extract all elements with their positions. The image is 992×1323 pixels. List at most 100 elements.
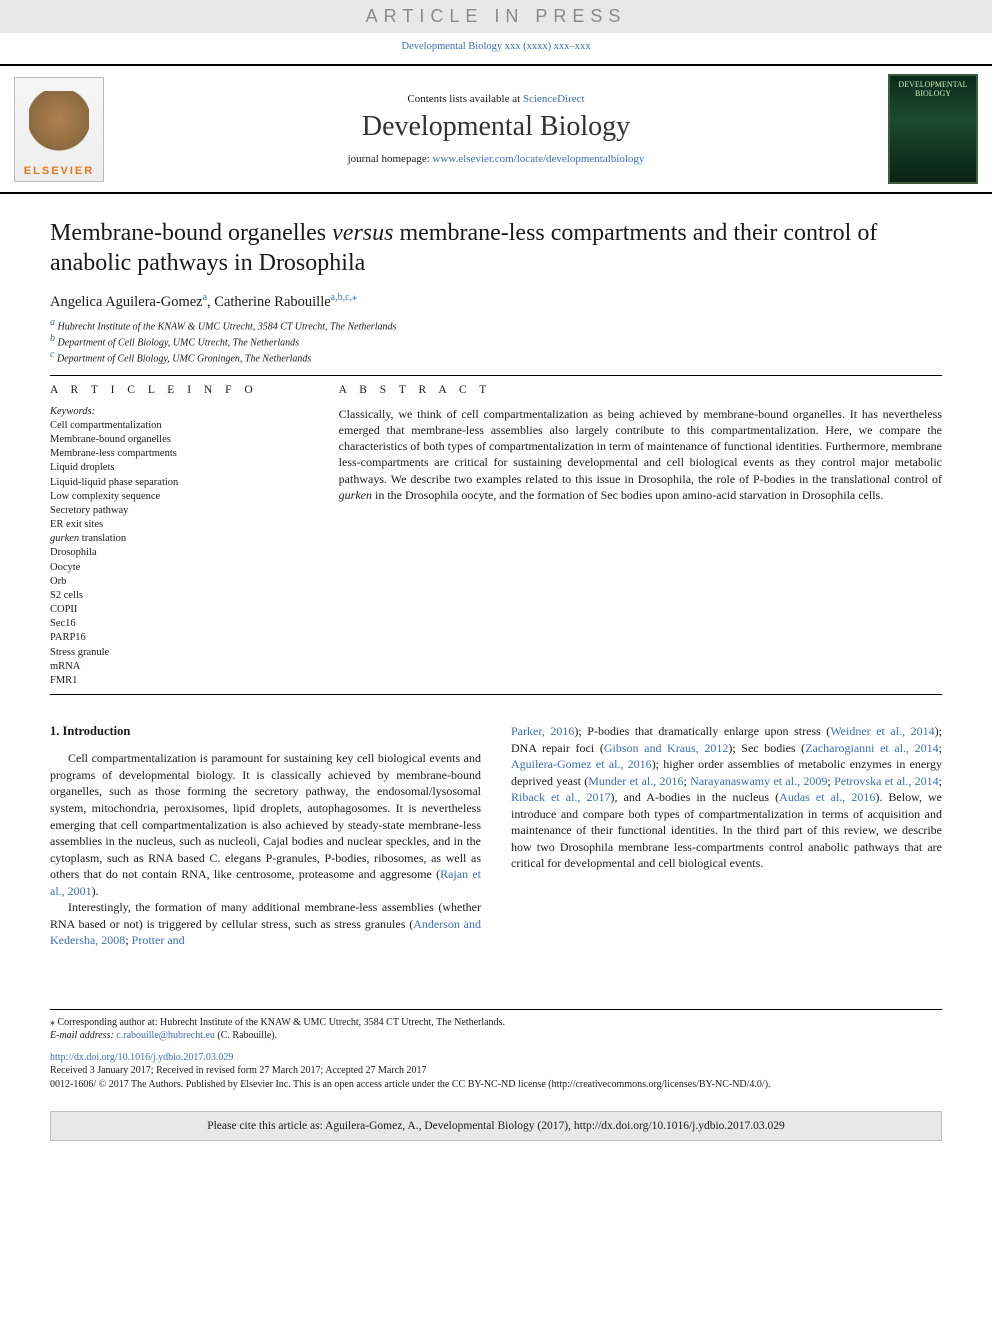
c2f3: ); Sec bodies ( <box>728 741 805 755</box>
author-affil-sup: a,b,c,⁎ <box>331 292 357 303</box>
title-pre: Membrane-bound organelles <box>50 220 332 246</box>
abstract-text: Classically, we think of cell compartmen… <box>339 406 942 503</box>
keyword: Orb <box>50 575 309 589</box>
c2f5: ), and A-bodies in the nucleus ( <box>611 790 780 804</box>
keyword: S2 cells <box>50 589 309 603</box>
affiliations: a Hubrecht Institute of the KNAW & UMC U… <box>50 317 942 365</box>
article-content: Membrane-bound organelles versus membran… <box>0 194 992 1101</box>
ref-aguileragomez2016[interactable]: Aguilera-Gomez et al., 2016 <box>511 757 652 771</box>
ref-petrovska2014[interactable]: Petrovska et al., 2014 <box>834 774 939 788</box>
intro-para2: Interestingly, the formation of many add… <box>50 899 481 949</box>
affil-sup: c <box>50 349 57 360</box>
elsevier-logo: ELSEVIER <box>14 77 104 182</box>
intro-para1: Cell compartmentalization is paramount f… <box>50 750 481 899</box>
doi-block: http://dx.doi.org/10.1016/j.ydbio.2017.0… <box>50 1051 942 1092</box>
doi-link[interactable]: http://dx.doi.org/10.1016/j.ydbio.2017.0… <box>50 1052 233 1063</box>
keyword: Membrane-bound organelles <box>50 433 309 447</box>
email-label: E-mail address: <box>50 1030 116 1041</box>
keyword: Membrane-less compartments <box>50 447 309 461</box>
keyword: Stress granule <box>50 646 309 660</box>
body-col-left: 1. Introduction Cell compartmentalizatio… <box>50 723 481 949</box>
author-affil-sup: a <box>203 292 207 303</box>
top-citation-link[interactable]: Developmental Biology xxx (xxxx) xxx–xxx <box>402 41 591 52</box>
email-link[interactable]: c.rabouille@hubrecht.eu <box>116 1030 215 1041</box>
ref-protter[interactable]: Protter and <box>132 933 185 947</box>
article-title: Membrane-bound organelles versus membran… <box>50 218 942 278</box>
ref-zacharogianni2014[interactable]: Zacharogianni et al., 2014 <box>805 741 938 755</box>
intro-para2-cont: Parker, 2016); P-bodies that dramaticall… <box>511 723 942 872</box>
affiliation: a Hubrecht Institute of the KNAW & UMC U… <box>50 317 942 332</box>
ref-weidner2014[interactable]: Weidner et al., 2014 <box>830 724 934 738</box>
abstract-head: A B S T R A C T <box>339 384 942 396</box>
ref-narayanaswamy2009[interactable]: Narayanaswamy et al., 2009 <box>690 774 827 788</box>
corresponding-author: ⁎ Corresponding author at: Hubrecht Inst… <box>50 1016 942 1030</box>
c2s4: ; <box>939 774 942 788</box>
keyword: Liquid-liquid phase separation <box>50 476 309 490</box>
footnote-marker: ⁎ <box>50 1017 55 1028</box>
keyword: Drosophila <box>50 546 309 560</box>
ref-gibson2012[interactable]: Gibson and Kraus, 2012 <box>604 741 729 755</box>
info-abstract-row: A R T I C L E I N F O Keywords: Cell com… <box>50 384 942 688</box>
masthead-center: Contents lists available at ScienceDirec… <box>118 93 874 165</box>
ref-riback2017[interactable]: Riback et al., 2017 <box>511 790 611 804</box>
keyword: PARP16 <box>50 631 309 645</box>
affil-sup: b <box>50 333 58 344</box>
homepage-link[interactable]: www.elsevier.com/locate/developmentalbio… <box>433 153 645 165</box>
footnotes: ⁎ Corresponding author at: Hubrecht Inst… <box>50 1009 942 1092</box>
keyword: Secretory pathway <box>50 504 309 518</box>
masthead: ELSEVIER Contents lists available at Sci… <box>0 64 992 194</box>
rule-bottom <box>50 694 942 695</box>
keyword: FMR1 <box>50 674 309 688</box>
p1a: Cell compartmentalization is paramount f… <box>50 751 481 881</box>
contents-prefix: Contents lists available at <box>407 93 522 105</box>
c2f1: ); P-bodies that dramatically enlarge up… <box>574 724 830 738</box>
body-columns: 1. Introduction Cell compartmentalizatio… <box>50 723 942 949</box>
abstract-body: Classically, we think of cell compartmen… <box>339 407 942 486</box>
ref-munder2016[interactable]: Munder et al., 2016 <box>588 774 683 788</box>
article-in-press-banner: ARTICLE IN PRESS <box>0 0 992 33</box>
keyword: gurken translation <box>50 532 309 546</box>
journal-cover-thumb: DEVELOPMENTAL BIOLOGY <box>888 74 978 184</box>
elsevier-tree-icon <box>29 91 89 161</box>
email-tail: (C. Rabouille). <box>215 1030 277 1041</box>
author: Catherine Rabouille <box>214 294 330 310</box>
keyword: Low complexity sequence <box>50 490 309 504</box>
elsevier-wordmark: ELSEVIER <box>24 165 94 177</box>
corr-text: Corresponding author at: Hubrecht Instit… <box>58 1017 505 1028</box>
contents-line: Contents lists available at ScienceDirec… <box>118 93 874 105</box>
abstract-tail: in the Drosophila oocyte, and the format… <box>372 488 883 502</box>
title-em: versus <box>332 220 393 246</box>
sciencedirect-link[interactable]: ScienceDirect <box>523 93 585 105</box>
abstract-em: gurken <box>339 488 372 502</box>
homepage-prefix: journal homepage: <box>348 153 433 165</box>
keyword: Cell compartmentalization <box>50 419 309 433</box>
affil-sup: a <box>50 317 58 328</box>
affiliation: b Department of Cell Biology, UMC Utrech… <box>50 333 942 348</box>
author: Angelica Aguilera-Gomez <box>50 294 203 310</box>
ref-parker2016[interactable]: Parker, 2016 <box>511 724 574 738</box>
vol-pages: xxx (xxxx) xxx–xxx <box>505 41 591 52</box>
email-line: E-mail address: c.rabouille@hubrecht.eu … <box>50 1029 942 1043</box>
ref-audas2016[interactable]: Audas et al., 2016 <box>779 790 875 804</box>
article-info-col: A R T I C L E I N F O Keywords: Cell com… <box>50 384 309 688</box>
journal-name: Developmental Biology <box>118 111 874 143</box>
c2s1: ; <box>939 741 942 755</box>
keyword: COPII <box>50 603 309 617</box>
cite-this-article-box: Please cite this article as: Aguilera-Go… <box>50 1111 942 1141</box>
abstract-col: A B S T R A C T Classically, we think of… <box>339 384 942 688</box>
keyword: Oocyte <box>50 561 309 575</box>
keyword: Sec16 <box>50 617 309 631</box>
journal-short: Developmental Biology <box>402 41 503 52</box>
authors-line: Angelica Aguilera-Gomeza, Catherine Rabo… <box>50 292 942 311</box>
rule-top <box>50 375 942 376</box>
copyright-line: 0012-1606/ © 2017 The Authors. Published… <box>50 1078 942 1092</box>
received-line: Received 3 January 2017; Received in rev… <box>50 1064 942 1078</box>
homepage-line: journal homepage: www.elsevier.com/locat… <box>118 153 874 165</box>
section1-head: 1. Introduction <box>50 723 481 740</box>
keyword: mRNA <box>50 660 309 674</box>
keyword: ER exit sites <box>50 518 309 532</box>
keywords-label: Keywords: <box>50 406 309 417</box>
top-citation: Developmental Biology xxx (xxxx) xxx–xxx <box>0 41 992 52</box>
p1b: ). <box>92 884 99 898</box>
article-info-head: A R T I C L E I N F O <box>50 384 309 396</box>
